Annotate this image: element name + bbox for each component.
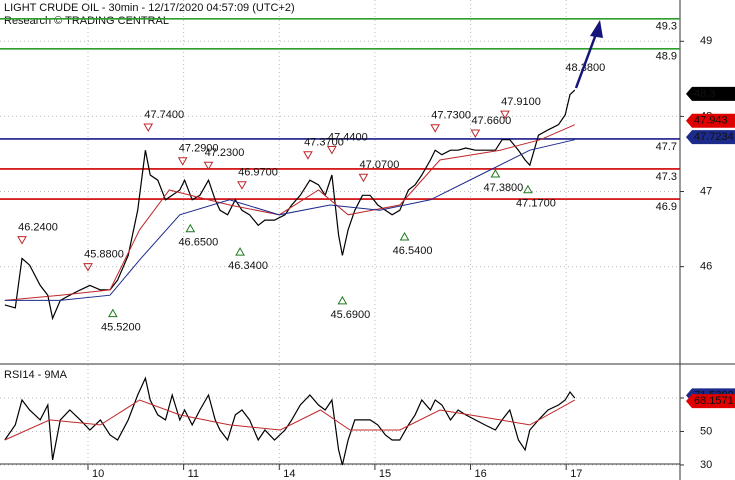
- annotation-label: 46.6500: [178, 237, 218, 249]
- price-tag-label: 47.7234: [694, 131, 734, 143]
- annotation-label: 45.8800: [84, 249, 124, 261]
- low-marker: [235, 247, 245, 256]
- chart-subtitle: Research © TRADING CENTRAL: [4, 15, 169, 27]
- low-marker: [185, 223, 196, 233]
- series-line: [4, 399, 576, 441]
- projection-arrow: [574, 33, 598, 89]
- x-tick-label: 15: [379, 468, 391, 480]
- annotation-label: 47.1700: [516, 198, 556, 210]
- low-marker: [399, 232, 410, 241]
- x-tick-label: 17: [570, 468, 582, 480]
- annotation-label: 47.0700: [360, 159, 400, 171]
- high-marker: [17, 236, 27, 245]
- projection-arrow-head: [590, 20, 603, 38]
- annotation-label: 45.5200: [101, 322, 141, 334]
- annotation-label: 47.6600: [471, 115, 511, 127]
- series-line: [4, 376, 576, 466]
- annotation-label: 46.2400: [18, 221, 58, 233]
- level-label: 49.3: [656, 21, 677, 33]
- high-marker: [500, 110, 510, 120]
- level-label: 48.9: [656, 51, 677, 63]
- high-marker: [177, 157, 188, 166]
- low-marker: [337, 295, 348, 305]
- high-marker: [203, 161, 214, 171]
- low-marker: [490, 168, 501, 178]
- y-tick-label: 30: [700, 459, 712, 471]
- x-tick-label: 16: [475, 468, 487, 480]
- annotation-label: 47.9100: [501, 96, 541, 108]
- price-tag: [686, 130, 735, 145]
- rsi-title: RSI14 - 9MA: [4, 369, 68, 381]
- low-marker: [523, 184, 533, 194]
- x-tick-label: 11: [188, 468, 199, 480]
- annotation-label: 47.2300: [205, 147, 245, 159]
- annotation-label: 47.7400: [144, 109, 184, 121]
- high-marker: [303, 151, 313, 160]
- x-tick-label: 10: [92, 468, 104, 480]
- y-tick-label: 46: [700, 261, 712, 273]
- high-marker: [237, 181, 247, 190]
- price-tag: [686, 86, 735, 101]
- annotation-label: 47.4400: [328, 131, 368, 143]
- y-tick-label: 49: [700, 35, 712, 47]
- annotation-label: 47.2900: [179, 143, 219, 155]
- annotation-label: 47.3700: [304, 137, 344, 149]
- high-marker: [327, 145, 337, 155]
- high-marker: [83, 263, 93, 272]
- y-tick-label: 47: [700, 185, 712, 197]
- level-label: 47.7: [656, 141, 677, 153]
- annotation-label: 45.6900: [331, 309, 371, 321]
- price-tag-label: 68.1571: [694, 395, 734, 407]
- annotation-label: 46.3400: [228, 260, 268, 272]
- series-line: [4, 139, 575, 301]
- x-tick-label: 14: [283, 468, 295, 480]
- high-marker: [430, 124, 441, 133]
- level-label: 46.9: [656, 201, 677, 213]
- annotation-label: 47.7300: [431, 110, 471, 122]
- high-marker: [470, 129, 481, 138]
- level-label: 47.3: [656, 171, 677, 183]
- high-marker: [358, 173, 369, 183]
- price-tag: [686, 113, 735, 128]
- annotation-label: 46.5400: [393, 245, 433, 257]
- annotation-label: 48.3800: [565, 62, 605, 74]
- high-marker: [143, 123, 154, 132]
- annotation-label: 46.9700: [238, 167, 278, 179]
- series-line: [4, 124, 575, 301]
- price-tag-label: 48.3: [694, 88, 715, 100]
- series-line: [4, 89, 576, 321]
- price-tag: [686, 394, 735, 409]
- annotation-label: 47.3800: [484, 182, 524, 194]
- low-marker: [107, 308, 118, 318]
- chart-title: LIGHT CRUDE OIL - 30min - 12/17/2020 04:…: [4, 2, 295, 14]
- y-tick-label: 50: [700, 425, 712, 437]
- price-tag-label: 47.943: [694, 115, 728, 127]
